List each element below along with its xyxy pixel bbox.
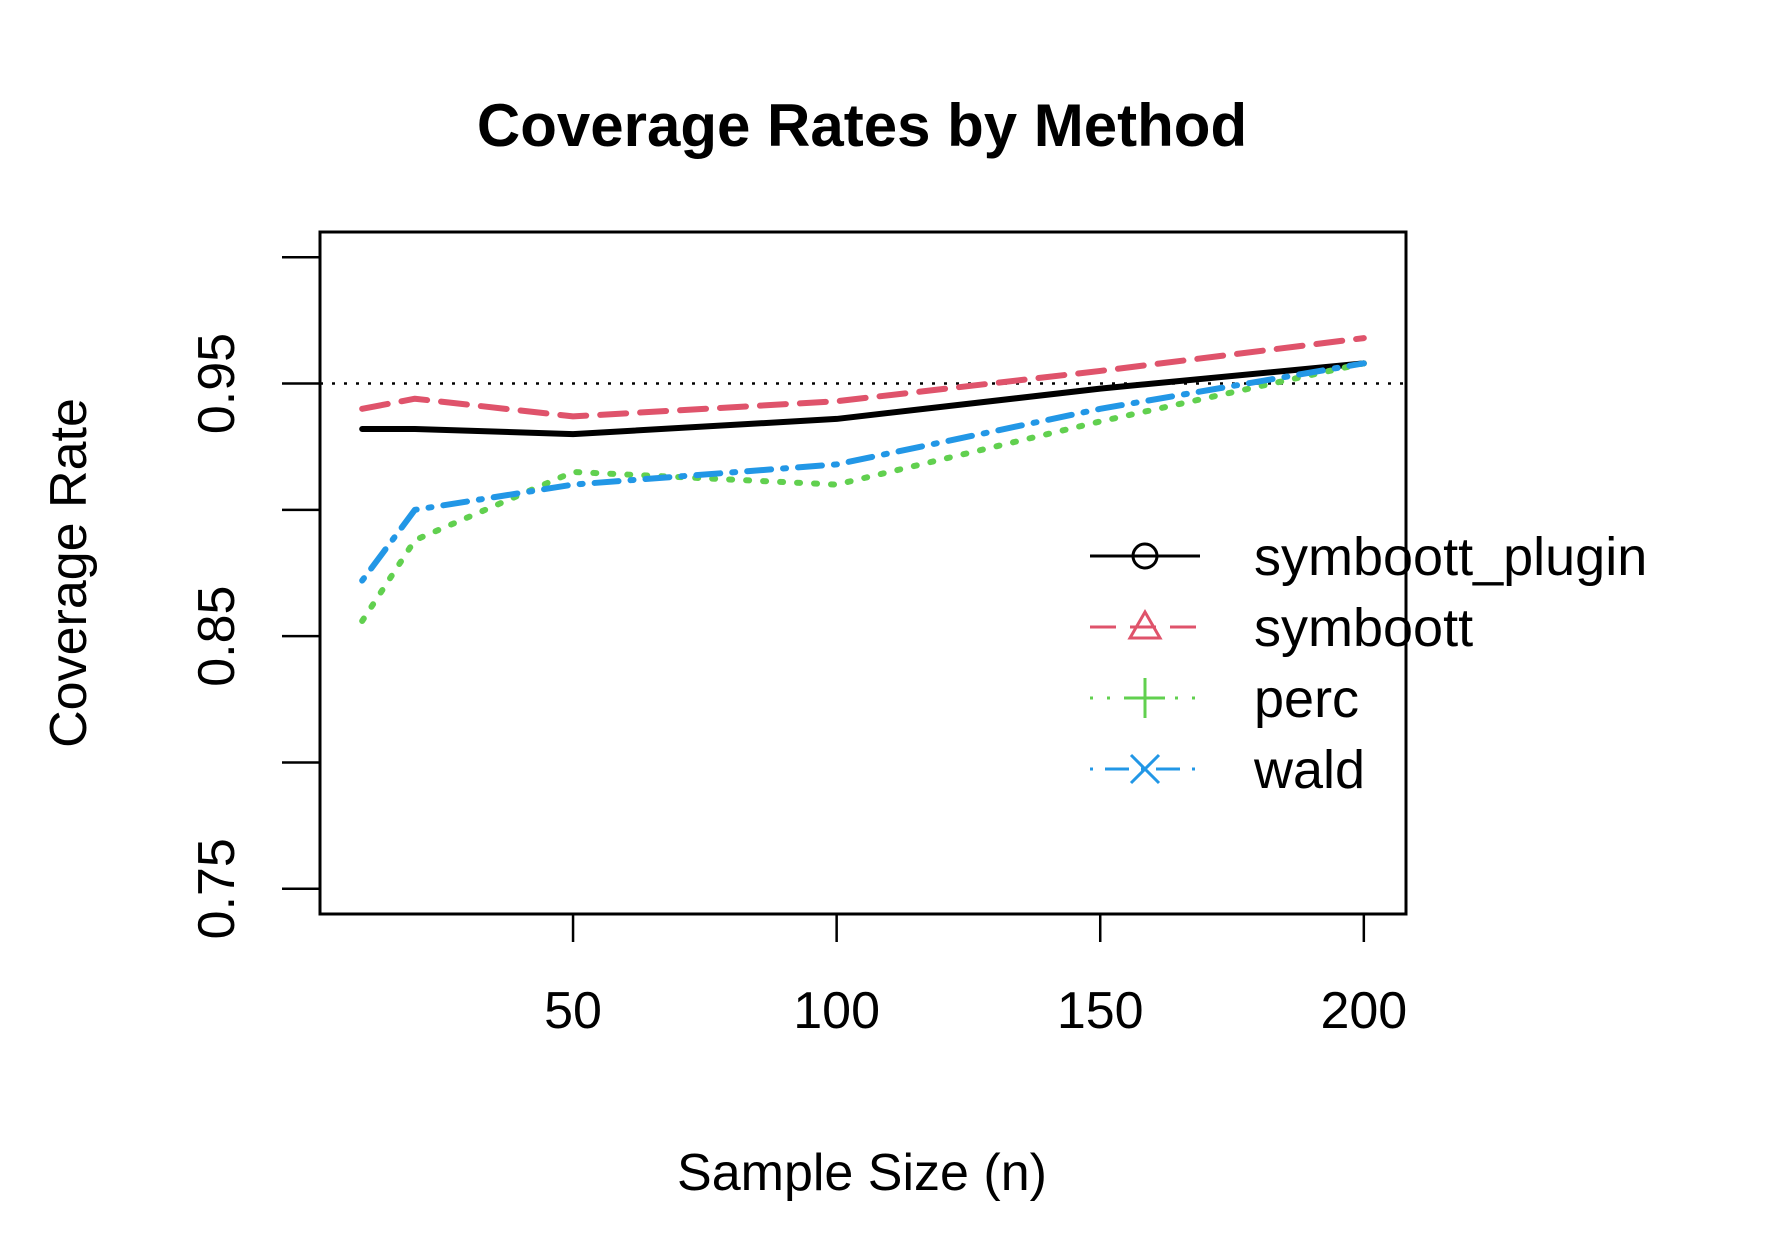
x-axis: 50 100 150 200 (544, 914, 1407, 1040)
chart-title: Coverage Rates by Method (477, 92, 1247, 159)
y-tick-label: 0.95 (188, 333, 246, 434)
legend-cross-marker (1129, 753, 1161, 785)
y-axis: 0.75 0.85 0.95 (188, 256, 320, 939)
plot-box (318, 230, 1408, 916)
x-tick-label: 150 (1057, 982, 1144, 1040)
legend-label: perc (1254, 669, 1359, 729)
legend-label: wald (1253, 740, 1365, 800)
series-line-wald (359, 360, 1367, 584)
series-line-perc (359, 360, 1367, 624)
x-tick-label: 50 (544, 982, 602, 1040)
legend-circle-marker (1131, 542, 1159, 570)
series-line-symboott (359, 335, 1367, 420)
legend-label: symboott (1254, 598, 1473, 658)
x-tick-label: 200 (1320, 982, 1407, 1040)
legend: symboott_plugin symboott perc wald (1090, 527, 1647, 800)
series-line-symboott-plugin (359, 360, 1367, 438)
y-axis-label: Coverage Rate (40, 398, 98, 748)
legend-triangle-marker (1127, 608, 1163, 640)
y-tick-label: 0.85 (188, 586, 246, 687)
y-tick-label: 0.75 (188, 838, 246, 939)
x-axis-label: Sample Size (n) (677, 1144, 1047, 1202)
legend-label: symboott_plugin (1254, 527, 1647, 587)
legend-plus-marker (1125, 678, 1165, 718)
series-layer (359, 335, 1367, 624)
x-tick-label: 100 (793, 982, 880, 1040)
